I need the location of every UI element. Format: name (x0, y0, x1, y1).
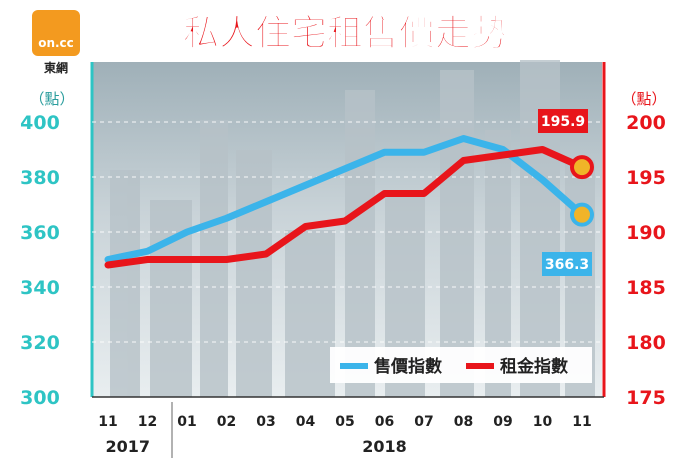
y-right-tick-label: 190 (626, 222, 666, 244)
on-cc-logo: on.cc 東網 (32, 10, 80, 75)
right-axis-ticks: 175 180 185 190 195 200 (626, 112, 666, 409)
y-left-tick-label: 380 (20, 167, 60, 189)
right-axis-band (602, 62, 700, 397)
y-right-tick-label: 195 (626, 167, 666, 189)
logo-badge (32, 10, 80, 56)
x-tick-label: 07 (414, 414, 433, 430)
year-label: 2017 (105, 437, 150, 456)
sale-end-callout: 366.3 (542, 252, 592, 276)
left-axis-band (0, 62, 92, 397)
right-axis-unit: （點） (621, 90, 666, 108)
series-layer (104, 135, 594, 269)
x-tick-label: 12 (138, 414, 157, 430)
gridlines (92, 121, 604, 343)
x-tick-label: 02 (217, 414, 236, 430)
x-tick-label: 03 (256, 414, 275, 430)
year-labels: 2017 2018 (105, 437, 406, 456)
rent-end-callout: 195.9 (538, 109, 588, 133)
left-axis-unit: （點） (29, 90, 74, 108)
legend-label-rent: 租金指數 (500, 356, 568, 377)
y-right-tick-label: 200 (626, 112, 666, 134)
sale-end-label-box (542, 252, 592, 276)
left-axis-ticks: 300 320 340 360 380 400 (20, 112, 60, 409)
x-tick-label: 01 (177, 414, 196, 430)
x-axis-ticks: 11 12 01 02 03 04 05 06 07 08 09 10 11 (98, 414, 591, 430)
legend: 售價指數 租金指數 (330, 347, 592, 383)
series-1-end-marker (570, 155, 594, 180)
x-tick-label: 05 (335, 414, 354, 430)
series-0-end-marker (570, 202, 594, 227)
y-left-tick-label: 360 (20, 222, 60, 244)
x-tick-label: 11 (572, 414, 591, 430)
y-left-tick-label: 340 (20, 277, 60, 299)
y-left-tick-label: 300 (20, 387, 60, 409)
x-tick-label: 08 (454, 414, 473, 430)
y-left-tick-label: 320 (20, 332, 60, 354)
x-axis-panel (92, 397, 604, 460)
x-tick-label: 04 (296, 414, 316, 430)
rent-end-label: 195.9 (541, 114, 585, 130)
y-right-tick-label: 185 (626, 277, 666, 299)
sale-end-label: 366.3 (545, 257, 589, 273)
y-left-tick-label: 400 (20, 112, 60, 134)
x-tick-label: 10 (533, 414, 553, 430)
rent-end-label-box (538, 109, 588, 133)
x-tick-label: 09 (493, 414, 512, 430)
logo-text: on.cc (38, 36, 74, 50)
chart-title: 私人住宅租售價走勢 (183, 12, 507, 54)
y-right-tick-label: 175 (626, 387, 666, 409)
legend-box (330, 347, 592, 383)
x-tick-label: 06 (375, 414, 394, 430)
x-tick-label: 11 (98, 414, 117, 430)
legend-label-sale: 售價指數 (374, 356, 442, 377)
logo-subtext: 東網 (44, 60, 68, 75)
year-label: 2018 (362, 437, 407, 456)
y-right-tick-label: 180 (626, 332, 666, 354)
